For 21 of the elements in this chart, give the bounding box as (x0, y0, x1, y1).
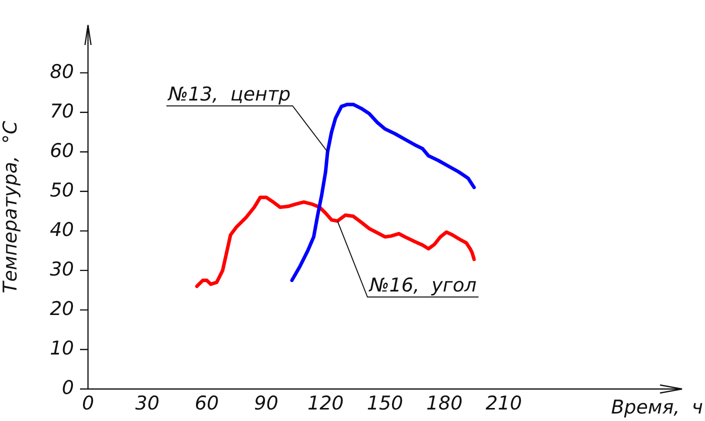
y-tick-label: 70 (50, 100, 74, 122)
annotation: №13, центр (167, 83, 291, 106)
x-tick-label: 60 (194, 392, 219, 414)
y-tick-label: 60 (50, 140, 74, 162)
y-tick-label: 10 (50, 337, 74, 360)
x-tick-label: 0 (82, 392, 94, 414)
y-axis-title: Температура, °С (0, 120, 22, 294)
x-tick-label: 180 (426, 392, 463, 414)
y-tick-label: 50 (50, 179, 74, 202)
x-axis-title: Время, ч (611, 396, 703, 418)
y-tick-label: 30 (50, 258, 74, 280)
y-tick-label: 80 (50, 60, 74, 83)
x-tick-label: 30 (135, 392, 160, 414)
x-tick-label: 210 (486, 392, 522, 414)
annotation: №16, угол (368, 274, 477, 296)
y-tick-label: 40 (50, 218, 74, 241)
x-tick-label: 90 (254, 392, 278, 414)
x-tick-label: 150 (366, 392, 404, 414)
x-tick-label: 120 (307, 392, 344, 414)
y-tick-label: 0 (62, 376, 74, 399)
y-tick-label: 20 (50, 298, 74, 320)
